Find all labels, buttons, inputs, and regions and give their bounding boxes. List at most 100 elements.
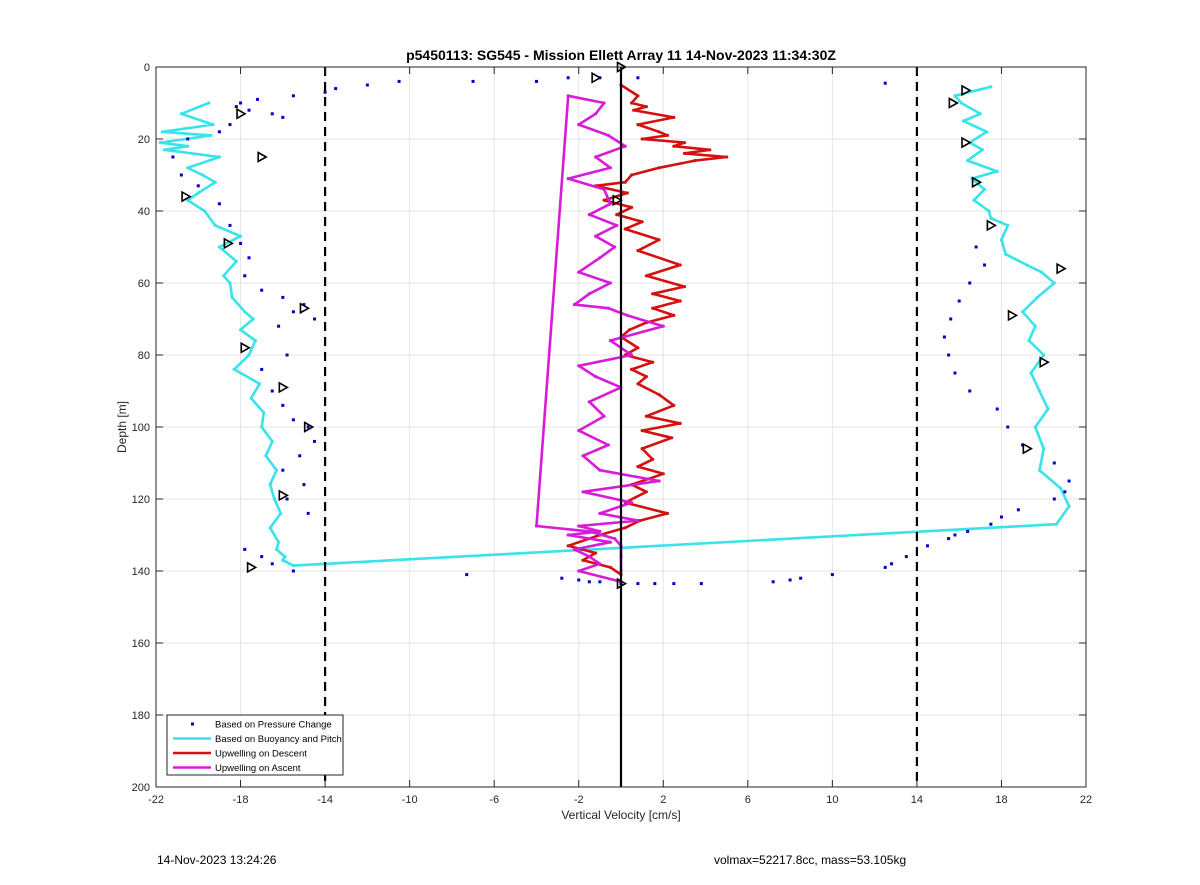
pressure-change-point: [949, 317, 953, 321]
buoyancy-pitch-point: [1042, 447, 1046, 451]
pressure-change-point: [281, 403, 285, 407]
pressure-change-point: [983, 263, 987, 267]
upwelling-descent-point: [661, 472, 665, 476]
upwelling-descent-point: [636, 382, 640, 386]
upwelling-descent-point: [672, 144, 676, 148]
buoyancy-pitch-point: [291, 564, 295, 568]
legend-label: Upwelling on Descent: [215, 749, 307, 760]
upwelling-descent-point: [657, 130, 661, 134]
pressure-change-point: [904, 555, 908, 559]
upwelling-ascent-point: [598, 511, 602, 515]
buoyancy-pitch-point: [1067, 504, 1071, 508]
pressure-change-point: [799, 576, 803, 580]
upwelling-ascent-series: [534, 94, 665, 584]
upwelling-ascent-point: [577, 123, 581, 127]
pressure-change-point: [291, 310, 295, 314]
buoyancy-pitch-point: [982, 187, 987, 191]
upwelling-ascent-point: [587, 555, 591, 559]
pressure-change-point: [239, 101, 243, 105]
buoyancy-pitch-point: [179, 112, 183, 116]
buoyancy-pitch-point: [1037, 389, 1042, 393]
pressure-change-point: [598, 580, 602, 584]
pressure-change-point: [577, 578, 581, 582]
triangle-marker: [299, 302, 311, 315]
buoyancy-pitch-point: [995, 169, 999, 173]
pressure-change-point: [534, 79, 538, 83]
triangle-marker: [1056, 262, 1067, 275]
upwelling-descent-point: [682, 151, 687, 155]
buoyancy-pitch-point: [234, 259, 238, 263]
buoyancy-pitch-point: [966, 159, 970, 163]
buoyancy-pitch-point: [228, 281, 232, 285]
upwelling-descent-point: [608, 565, 613, 570]
y-tick-label: 140: [132, 566, 150, 578]
upwelling-descent-point: [644, 105, 648, 109]
upwelling-descent-point: [651, 360, 655, 364]
buoyancy-pitch-point: [272, 497, 276, 501]
upwelling-ascent-point: [598, 468, 602, 472]
pressure-change-point: [989, 522, 993, 526]
pressure-change-point: [260, 555, 264, 559]
pressure-change-point: [953, 533, 957, 537]
pressure-change-point: [302, 483, 306, 487]
y-tick-label: 20: [138, 134, 150, 146]
x-tick-label: -10: [402, 794, 418, 806]
upwelling-descent-point: [623, 526, 627, 530]
buoyancy-pitch-point: [961, 119, 966, 123]
triangle-marker: [612, 194, 623, 207]
buoyancy-pitch-point: [1020, 310, 1025, 314]
buoyancy-pitch-point: [243, 310, 247, 314]
buoyancy-pitch-point: [274, 547, 279, 552]
upwelling-ascent-point: [587, 529, 591, 534]
upwelling-ascent-point: [602, 187, 606, 191]
x-tick-label: -18: [233, 794, 249, 806]
pressure-change-point: [291, 569, 295, 573]
buoyancy-pitch-point: [978, 112, 982, 116]
buoyancy-pitch-point: [158, 141, 162, 145]
upwelling-ascent-point: [598, 256, 602, 260]
upwelling-descent-point: [636, 249, 640, 253]
buoyancy-pitch-point: [186, 166, 190, 170]
marker-layer: [181, 61, 1067, 590]
triangle-marker: [257, 151, 268, 163]
upwelling-descent-point: [636, 123, 640, 127]
upwelling-descent-point: [657, 393, 661, 397]
pressure-change-point: [323, 90, 327, 94]
buoyancy-pitch-point: [1033, 324, 1037, 328]
upwelling-descent-point: [725, 155, 729, 159]
buoyancy-pitch-point: [1040, 270, 1044, 274]
upwelling-descent-point: [644, 490, 648, 494]
x-tick-label: -14: [317, 794, 333, 806]
pressure-change-point: [365, 83, 369, 87]
buoyancy-pitch-point: [1006, 223, 1010, 227]
upwelling-ascent-point: [606, 133, 610, 137]
legend-box: [166, 714, 344, 776]
upwelling-descent-point: [602, 198, 606, 202]
pressure-change-point: [228, 223, 232, 227]
x-tick-label: 2: [660, 794, 666, 806]
buoyancy-pitch-point: [972, 198, 976, 202]
upwelling-ascent-point: [566, 533, 570, 537]
y-tick-label: 80: [138, 350, 150, 362]
upwelling-descent-point: [644, 414, 648, 418]
pressure-change-point: [313, 439, 317, 443]
buoyancy-pitch-point: [283, 555, 287, 559]
upwelling-descent-point: [644, 274, 648, 278]
upwelling-descent-point: [581, 558, 585, 562]
upwelling-ascent-point: [566, 177, 570, 181]
pressure-change-point: [397, 79, 401, 83]
pressure-change-point: [302, 303, 306, 307]
pressure-change-point: [1067, 479, 1071, 483]
pressure-change-point: [966, 529, 970, 533]
buoyancy-pitch-point: [953, 94, 957, 98]
upwelling-descent-point: [682, 285, 687, 289]
buoyancy-pitch-point: [980, 148, 985, 152]
upwelling-ascent-point: [613, 537, 617, 541]
upwelling-ascent-point: [587, 400, 591, 404]
buoyancy-pitch-point: [1029, 371, 1033, 375]
triangle-marker: [240, 341, 251, 354]
pressure-change-point: [291, 94, 295, 98]
legend-label: Upwelling on Ascent: [215, 763, 301, 774]
upwelling-descent-point: [632, 108, 636, 112]
